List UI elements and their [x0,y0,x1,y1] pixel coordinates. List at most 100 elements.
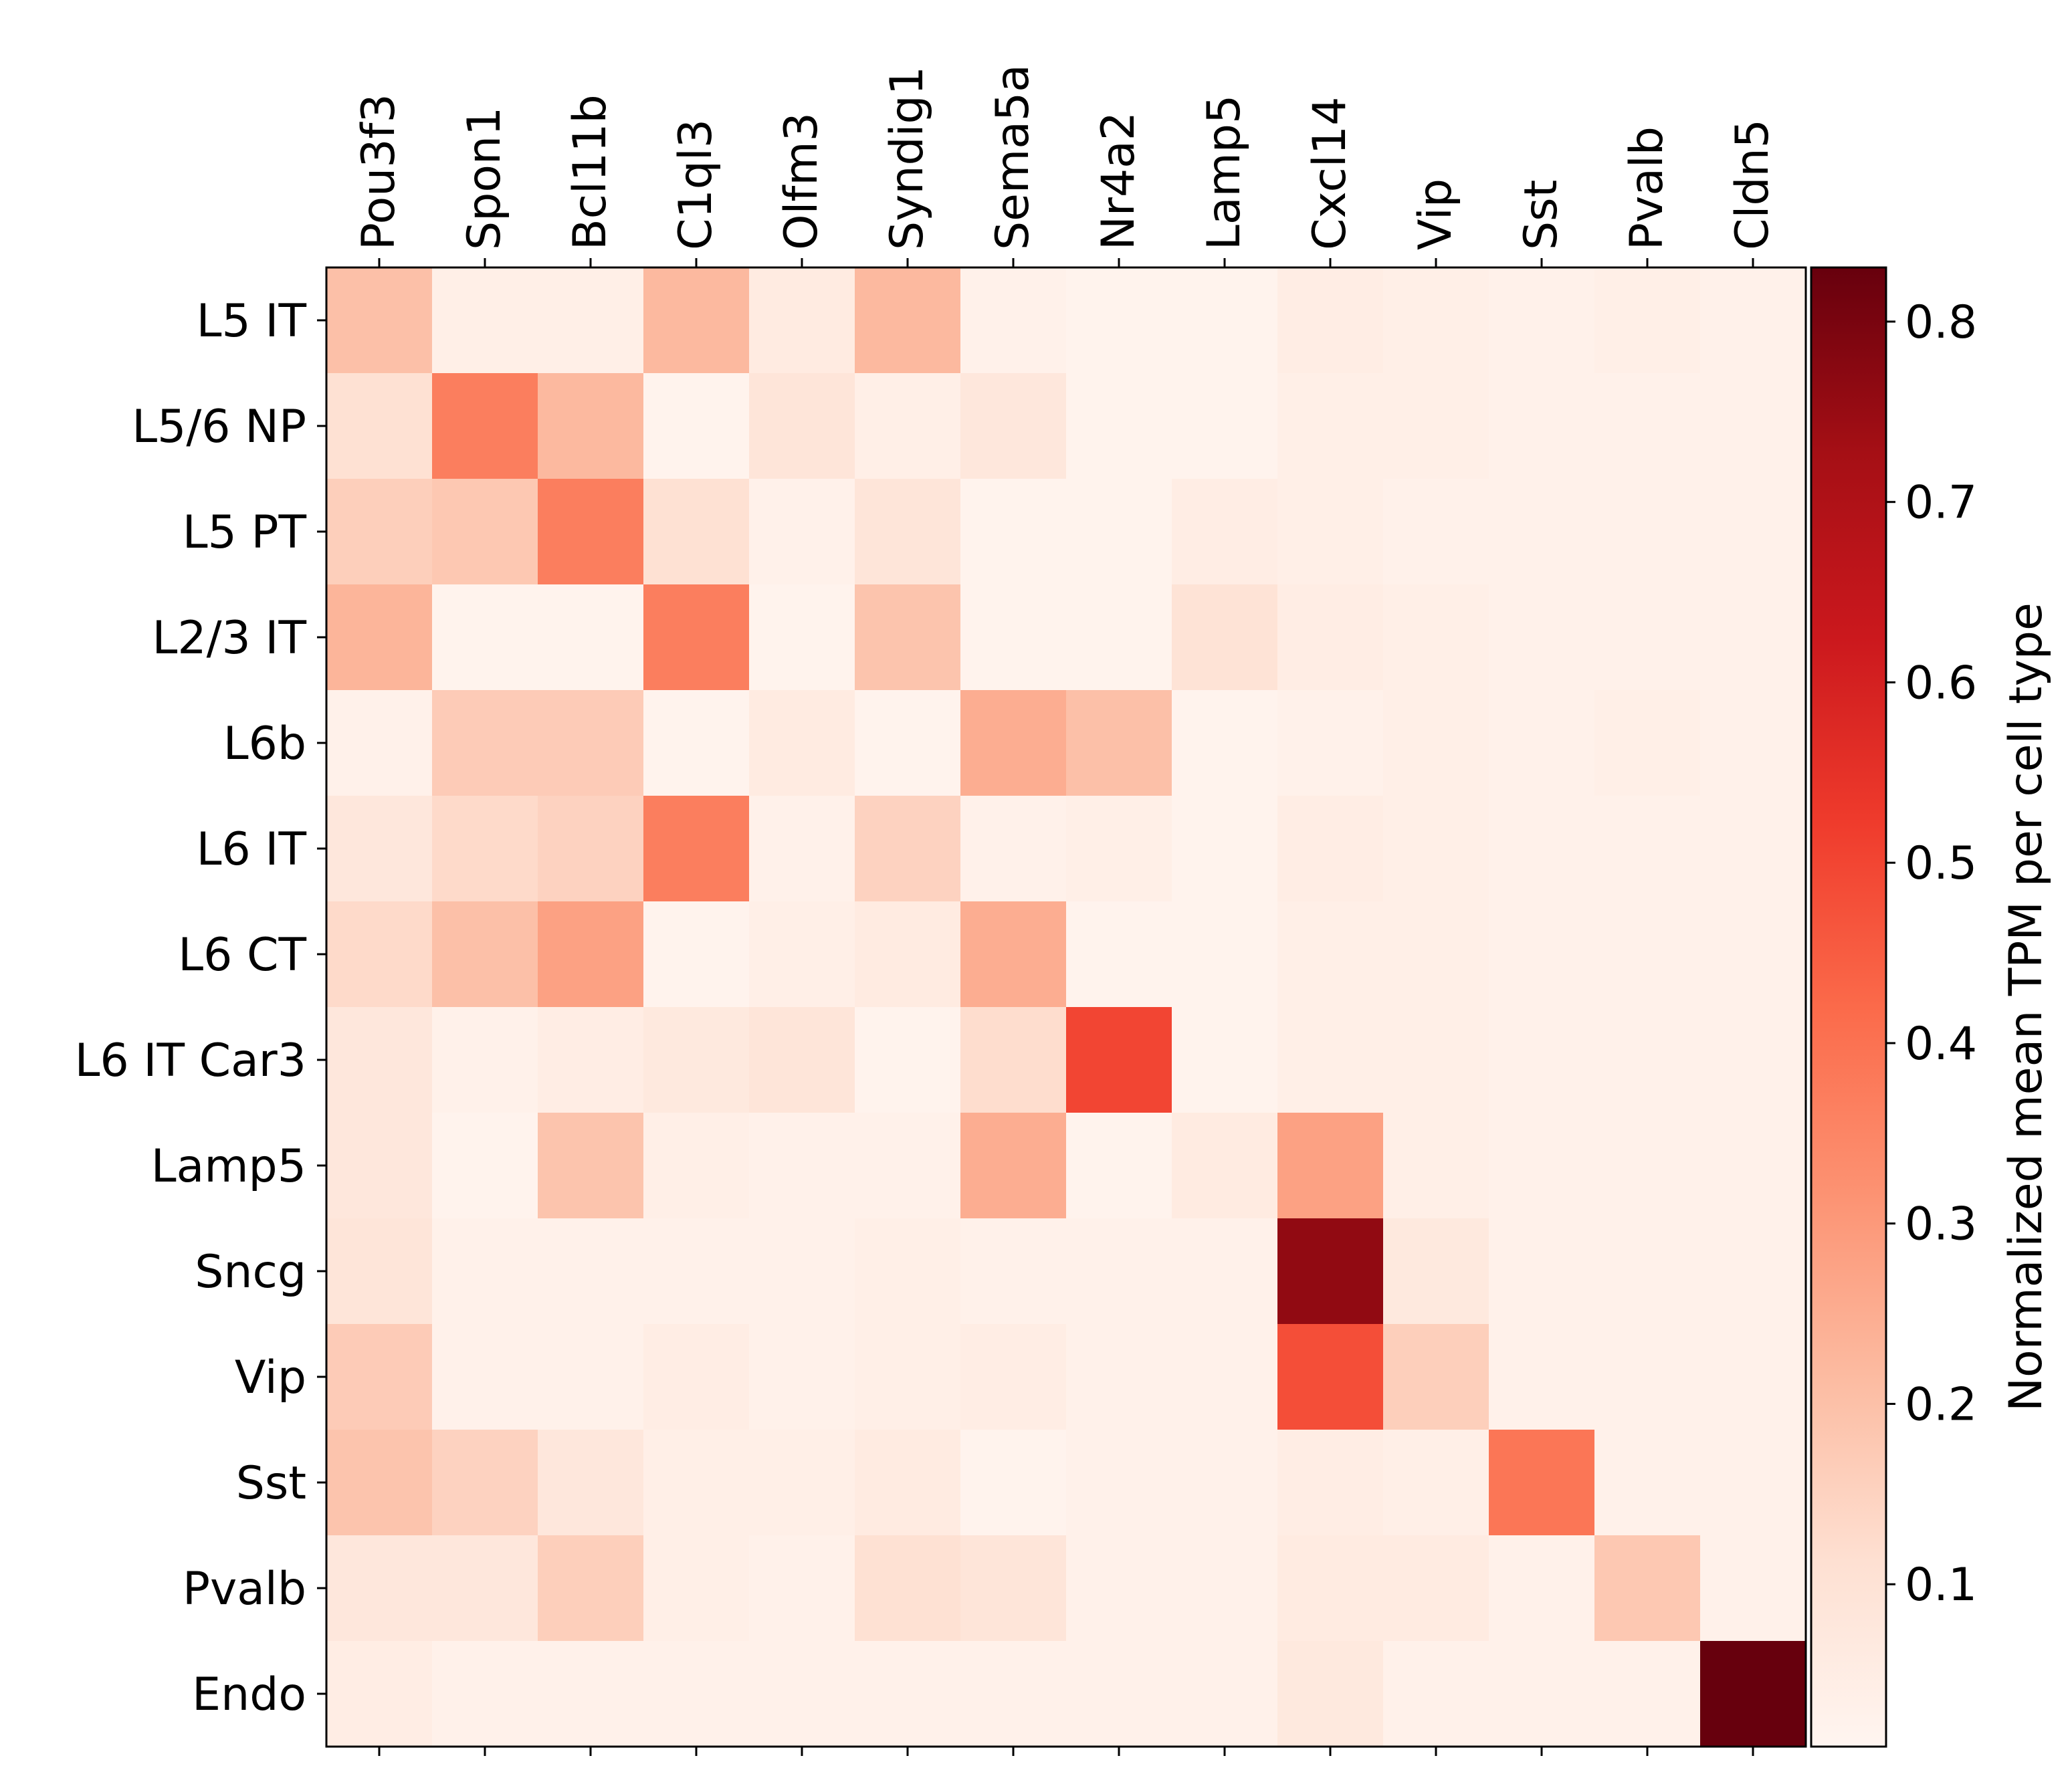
x-axis-bottom-ticks [378,1747,1754,1756]
x-tick-label-4: Olfm3 [775,112,828,250]
heatmap-cell-12-3 [643,1535,750,1642]
heatmap-cell-12-6 [960,1535,1067,1642]
heatmap-cell-5-4 [749,796,855,902]
heatmap-cell-10-9 [1277,1324,1384,1430]
heatmap-cell-2-10 [1383,479,1489,585]
heatmap-cell-13-9 [1277,1641,1384,1747]
heatmap-cell-11-8 [1172,1430,1278,1536]
y-axis: L5 IT L5/6 NP L5 PT L2/3 IT L6b L6 IT L6 CT L6 … [75,295,326,1721]
heatmap-cell-4-6 [960,690,1067,796]
heatmap-cell-13-5 [855,1641,961,1747]
heatmap-cell-2-6 [960,479,1067,585]
heatmap-cell-2-5 [855,479,961,585]
heatmap-cell-10-12 [1594,1324,1701,1430]
x-tick-label-0: Pou3f3 [352,94,405,250]
heatmap-cell-9-8 [1172,1218,1278,1325]
colorbar-tick-label-1: 0.2 [1905,1378,1977,1431]
x-tick-label-8: Lamp5 [1198,95,1251,250]
heatmap-cell-1-13 [1700,373,1806,479]
heatmap-cell-7-12 [1594,1007,1701,1113]
heatmap-cell-10-13 [1700,1324,1806,1430]
x-tick-label-12: Pvalb [1621,126,1673,250]
colorbar-tick-label-6: 0.7 [1905,477,1977,530]
heatmap-cell-8-5 [855,1113,961,1219]
heatmap-cell-9-4 [749,1218,855,1325]
heatmap-cell-13-6 [960,1641,1067,1747]
heatmap-cell-10-8 [1172,1324,1278,1430]
x-tick-label-2: Bcl11b [564,94,617,250]
heatmap-cell-7-13 [1700,1007,1806,1113]
heatmap-cell-11-10 [1383,1430,1489,1536]
heatmap-cell-0-6 [960,267,1067,374]
heatmap-cell-4-4 [749,690,855,796]
heatmap-cell-2-1 [432,479,538,585]
x-tick-label-3: C1ql3 [669,119,722,250]
heatmap-cell-12-0 [326,1535,433,1642]
heatmap-cell-0-2 [538,267,644,374]
heatmap-cell-13-1 [432,1641,538,1747]
y-tick-label-10: Vip [235,1351,306,1404]
x-tick-label-10: Vip [1409,179,1462,250]
heatmap-cell-9-13 [1700,1218,1806,1325]
heatmap-cell-2-4 [749,479,855,585]
heatmap-cell-5-1 [432,796,538,902]
heatmap-cell-6-1 [432,901,538,1008]
colorbar-tick-label-2: 0.3 [1905,1198,1977,1251]
heatmap-cell-6-6 [960,901,1067,1008]
heatmap-cell-6-0 [326,901,433,1008]
heatmap-cell-9-12 [1594,1218,1701,1325]
y-tick-label-13: Endo [192,1668,306,1721]
heatmap-cell-4-13 [1700,690,1806,796]
heatmap-cell-3-8 [1172,584,1278,691]
y-tick-label-3: L2/3 IT [152,612,306,665]
heatmap-cell-10-3 [643,1324,750,1430]
heatmap-cell-11-0 [326,1430,433,1536]
heatmap-cell-9-2 [538,1218,644,1325]
heatmap-cell-0-11 [1489,267,1595,374]
heatmap-cell-11-7 [1066,1430,1172,1536]
heatmap-cell-3-4 [749,584,855,691]
heatmap-cell-8-0 [326,1113,433,1219]
colorbar-tick-label-5: 0.6 [1905,657,1977,709]
heatmap-cell-3-12 [1594,584,1701,691]
colorbar-label: Normalized mean TPM per cell type [2000,602,2053,1412]
heatmap-cell-6-3 [643,901,750,1008]
heatmap-cell-2-0 [326,479,433,585]
heatmap-cell-9-1 [432,1218,538,1325]
colorbar-tick-label-3: 0.4 [1905,1018,1977,1071]
heatmap-cell-1-2 [538,373,644,479]
heatmap-cell-12-12 [1594,1535,1701,1642]
heatmap-cell-12-7 [1066,1535,1172,1642]
heatmap-cell-12-1 [432,1535,538,1642]
heatmap-cell-6-8 [1172,901,1278,1008]
heatmap-cell-13-4 [749,1641,855,1747]
heatmap-cell-10-7 [1066,1324,1172,1430]
heatmap-cell-0-8 [1172,267,1278,374]
heatmap-cell-8-1 [432,1113,538,1219]
heatmap-cell-4-12 [1594,690,1701,796]
heatmap-cell-0-5 [855,267,961,374]
heatmap-cell-5-11 [1489,796,1595,902]
heatmap-cell-3-2 [538,584,644,691]
heatmap-cell-6-4 [749,901,855,1008]
heatmap-cell-9-7 [1066,1218,1172,1325]
heatmap-cell-12-2 [538,1535,644,1642]
heatmap-cell-5-5 [855,796,961,902]
heatmap-cell-5-12 [1594,796,1701,902]
x-tick-label-5: Syndig1 [881,66,934,250]
heatmap-cell-10-5 [855,1324,961,1430]
heatmap-cell-8-3 [643,1113,750,1219]
heatmap-cell-3-9 [1277,584,1384,691]
heatmap-cell-3-0 [326,584,433,691]
heatmap-cell-6-2 [538,901,644,1008]
heatmap-cell-0-7 [1066,267,1172,374]
heatmap-cell-1-8 [1172,373,1278,479]
heatmap-cell-5-13 [1700,796,1806,902]
heatmap-cell-6-7 [1066,901,1172,1008]
heatmap-cell-8-6 [960,1113,1067,1219]
heatmap-cell-7-11 [1489,1007,1595,1113]
y-tick-label-6: L6 CT [178,929,306,982]
heatmap-cell-11-2 [538,1430,644,1536]
heatmap-cell-7-3 [643,1007,750,1113]
